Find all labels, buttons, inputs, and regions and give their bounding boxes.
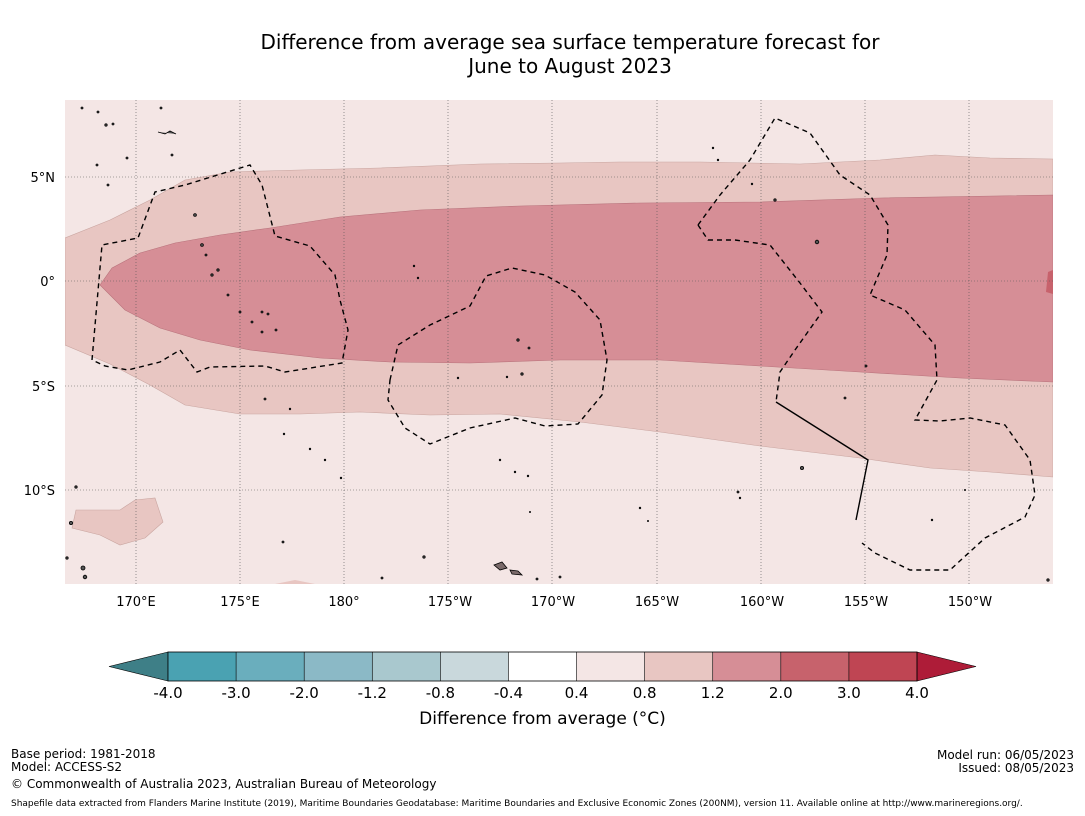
eez-boundaries (91, 117, 1036, 571)
colorbar-tick-label: -4.0 (153, 684, 182, 702)
colorbar-cell (440, 652, 509, 681)
colorbar-cell (508, 652, 578, 681)
footer-left: Base period: 1981-2018 Model: ACCESS-S2 (11, 748, 156, 774)
colorbar-cell (712, 652, 782, 681)
lat-label-5n: 5°N (31, 171, 56, 186)
anomaly-band-1.2-2.0 (99, 194, 1053, 383)
colorbar: -4.0 -3.0 -2.0 -1.2 -0.8 -0.4 0.4 0.8 1.2 2.0 3.0 4… (108, 651, 977, 702)
lon-label-170e: 170°E (116, 595, 156, 610)
colorbar-tick-label: -0.4 (494, 684, 523, 702)
colorbar-cell (168, 652, 237, 681)
anomaly-patch-sw (71, 497, 164, 546)
colorbar-tick-label: -2.0 (290, 684, 319, 702)
lat-label-10s: 10°S (24, 484, 55, 499)
lat-label-0: 0° (40, 275, 55, 290)
copyright-notice: © Commonwealth of Australia 2023, Austra… (11, 777, 437, 791)
lon-label-150w: 150°W (948, 595, 992, 610)
colorbar-cell (304, 652, 373, 681)
colorbar-tick-label: 0.4 (565, 684, 589, 702)
colorbar-cell (644, 652, 714, 681)
lon-label-160w: 160°W (740, 595, 784, 610)
lon-label-165w: 165°W (635, 595, 679, 610)
lat-label-5s: 5°S (32, 380, 55, 395)
islands (65, 106, 1050, 582)
colorbar-tick-label: -0.8 (426, 684, 455, 702)
colorbar-cell (780, 652, 850, 681)
latitude-labels: 5°N 0° 5°S 10°S (24, 171, 55, 499)
lon-label-175e: 175°E (220, 595, 260, 610)
title-line1: Difference from average sea surface temp… (260, 30, 880, 54)
lon-label-170w: 170°W (531, 595, 575, 610)
colorbar-arrow-high (916, 651, 977, 682)
model-name: Model: ACCESS-S2 (11, 760, 123, 774)
colorbar-tick-label: 3.0 (837, 684, 861, 702)
colorbar-label: Difference from average (°C) (419, 709, 666, 729)
colorbar-cell (848, 652, 918, 681)
colorbar-cells (168, 652, 918, 681)
colorbar-tick-label: 0.8 (633, 684, 657, 702)
base-period: Base period: 1981-2018 (11, 747, 156, 761)
colorbar-arrow-low (108, 651, 169, 682)
colorbar-tick-label: 4.0 (905, 684, 929, 702)
model-run-date: Model run: 06/05/2023 (936, 748, 1074, 762)
chart-title: Difference from average sea surface temp… (0, 30, 1085, 78)
shapefile-credit: Shapefile data extracted from Flanders M… (11, 799, 1023, 809)
anomaly-patch-south (275, 580, 315, 584)
colorbar-frame (167, 651, 918, 682)
colorbar-tick-label: 1.2 (701, 684, 725, 702)
issued-date: Issued: 08/05/2023 (958, 761, 1074, 775)
colorbar-tick-label: 2.0 (769, 684, 793, 702)
map-area (65, 100, 1053, 584)
boundary-solid (775, 401, 869, 521)
lon-label-155w: 155°W (844, 595, 888, 610)
colorbar-ticks: -4.0 -3.0 -2.0 -1.2 -0.8 -0.4 0.4 0.8 1.2 2.0 3.0 4… (153, 684, 929, 702)
lon-label-180: 180° (328, 595, 359, 610)
colorbar-cell (576, 652, 646, 681)
colorbar-cell (372, 652, 441, 681)
colorbar-tick-label: -1.2 (358, 684, 387, 702)
footer-right: Model run: 06/05/2023 Issued: 08/05/2023 (937, 749, 1074, 775)
anomaly-patch-east (1046, 270, 1053, 294)
colorbar-tick-label: -3.0 (221, 684, 250, 702)
colorbar-cell (236, 652, 305, 681)
lon-label-175w: 175°W (428, 595, 472, 610)
longitude-labels: 170°E 175°E 180° 175°W 170°W 165°W 160°W… (116, 595, 992, 610)
title-line2: June to August 2023 (468, 54, 672, 78)
